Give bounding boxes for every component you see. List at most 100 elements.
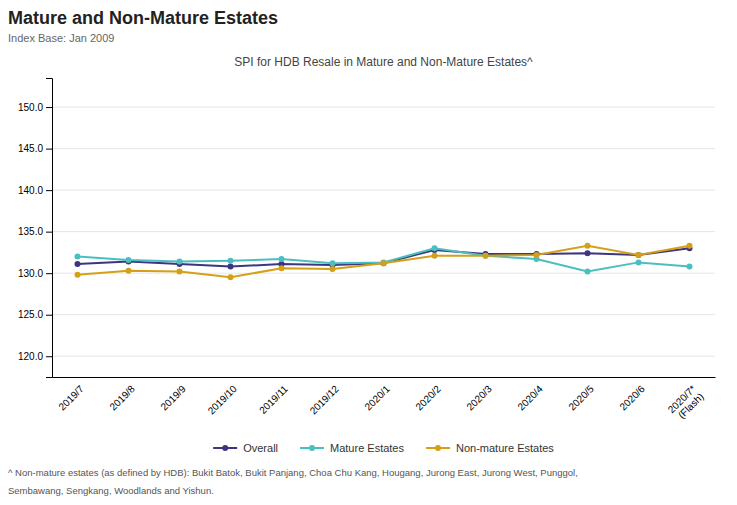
y-tick-mark [46,273,52,274]
y-tick: 145.0 [18,143,52,154]
grid-line [52,107,715,108]
series-point [330,260,336,266]
x-axis-line [53,377,716,378]
grid-line [52,148,715,149]
legend-item: Overall [213,442,278,454]
y-tick: 125.0 [18,309,52,320]
series-point [585,269,591,275]
x-tick-label: 2020/5 [566,383,596,413]
series-point [483,253,489,259]
series-point [75,261,81,267]
series-point [585,250,591,256]
title: Mature and Non-Mature Estates [8,8,278,28]
x-tick: 2019/7 [56,383,86,413]
series-point [228,274,234,280]
series-point [432,245,438,251]
y-tick-label: 120.0 [18,351,43,362]
legend-item: Mature Estates [300,442,404,454]
y-tick: 130.0 [18,268,52,279]
chart: Mature and Non-Mature Estates Index Base:… [0,0,737,505]
x-tick-label: 2019/9 [158,383,188,413]
y-tick-label: 125.0 [18,309,43,320]
series-point [126,268,132,274]
series-point [279,256,285,262]
series-line [78,248,690,266]
x-tick-label: 2020/6 [617,383,647,413]
y-axis-line [46,79,53,378]
y-tick-mark [46,315,52,316]
series-point [687,243,693,249]
y-axis: 120.0 125.0 130.0 135.0 140.0 145.0 150.0 [18,79,53,378]
x-tick-label: 2019/11 [257,383,290,416]
series-point [177,269,183,275]
series-point [585,243,591,249]
data-marks [75,243,693,281]
x-tick: 2019/10 [206,383,240,417]
x-tick-label: 2020/1 [362,383,392,413]
x-tick-label: 2020/2 [413,383,443,413]
y-tick-mark [46,232,52,233]
grid-line [52,273,715,274]
x-tick-label: 2020/7*(Flash) [666,383,706,423]
series-point [330,266,336,272]
footnote: ^ Non-mature estates (as defined by HDB)… [8,467,578,478]
y-tick: 135.0 [18,226,52,237]
series-point [75,254,81,260]
series-point [636,252,642,258]
x-tick-label: 2019/12 [308,383,342,417]
x-tick-label: 2020/3 [464,383,494,413]
legend-item: Non-mature Estates [426,442,554,454]
legend: Overall Mature Estates Non-mature Estates [213,442,554,454]
y-tick-label: 140.0 [18,185,43,196]
y-tick: 150.0 [18,102,52,113]
x-tick: 2019/8 [107,383,137,413]
x-tick: 2020/5 [566,383,596,413]
series-line [78,246,690,278]
x-tick: 2019/11 [257,383,290,416]
series-point [636,259,642,265]
y-tick-label: 145.0 [18,143,43,154]
x-tick-label: 2019/10 [206,383,240,417]
subtitle: Index Base: Jan 2009 [8,32,114,44]
x-tick-label: 2020/4 [515,383,545,413]
series-point [228,258,234,264]
y-tick-label: 150.0 [18,102,43,113]
series-point [687,264,693,270]
grid-line [52,231,715,232]
x-tick-label: 2019/7 [56,383,86,413]
x-axis: 2019/7 2019/8 2019/9 2019/10 2019/11 2019/12 2… [53,378,716,424]
y-tick-mark [46,149,52,150]
plot-area: 120.0 125.0 130.0 135.0 140.0 145.0 150.0 2019/… [18,79,716,424]
series-point [279,265,285,271]
series-line [78,248,690,271]
series-point [534,252,540,258]
series-point [381,260,387,266]
grid-line [52,314,715,315]
legend-label: Overall [243,442,278,454]
x-tick-label: 2019/8 [107,383,137,413]
series-point [381,259,387,265]
x-tick: 2020/4 [515,383,545,413]
series-point [483,253,489,259]
y-tick-label: 135.0 [18,226,43,237]
y-tick-mark [46,107,52,108]
series-point [177,259,183,265]
series-point [381,260,387,266]
y-tick: 140.0 [18,185,52,196]
y-tick-label: 130.0 [18,268,43,279]
series-point [75,272,81,278]
grid [52,107,715,356]
series-point [636,252,642,258]
x-tick: 2020/3 [464,383,494,413]
x-tick: 2020/1 [362,383,392,413]
legend-label: Non-mature Estates [456,442,554,454]
plot-title: SPI for HDB Resale in Mature and Non-Mat… [234,55,533,69]
y-tick: 120.0 [18,351,52,362]
x-tick: 2020/7*(Flash) [666,383,706,423]
x-tick: 2020/2 [413,383,443,413]
legend-marker [309,445,315,451]
series-point [228,264,234,270]
x-tick: 2019/12 [308,383,342,417]
grid-line [52,356,715,357]
series-point [126,257,132,263]
